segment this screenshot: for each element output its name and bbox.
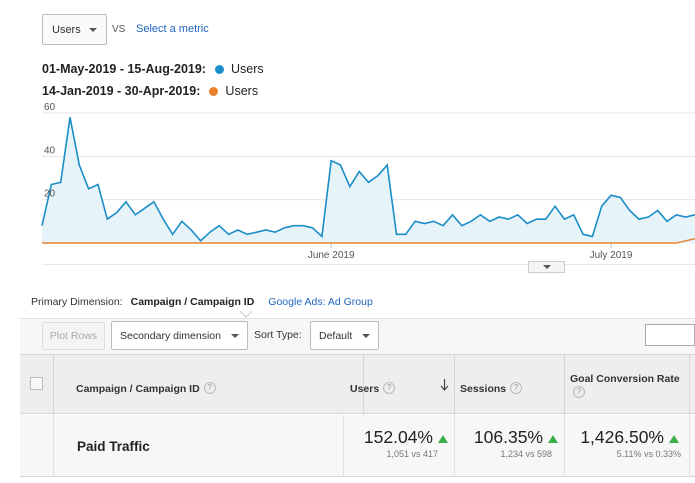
legend-metric: Users [230,62,264,76]
legend-row-current: 01-May-2019 - 15-Aug-2019: Users [42,62,264,76]
gcr-change-value: 1,426.50% [580,427,664,447]
primary-dimension-alt-link[interactable]: Google Ads: Ad Group [268,296,373,308]
up-arrow-icon [548,434,558,443]
header-campaign-label: Campaign / Campaign ID [76,383,200,395]
secondary-dimension-dropdown[interactable]: Secondary dimension [111,321,248,350]
row-campaign-cell: Paid Traffic [54,415,344,477]
legend-dot-icon [214,64,224,74]
chevron-down-icon [231,334,239,338]
series-line-current [41,117,695,242]
vs-label: VS [112,24,126,35]
select-metric-link[interactable]: Select a metric [136,23,209,35]
campaign-name[interactable]: Paid Traffic [77,439,150,454]
legend-row-previous: 14-Jan-2019 - 30-Apr-2019: Users [42,84,258,98]
sort-type-label: Sort Type: [254,329,302,341]
chart-area-layer [41,117,695,244]
primary-dimension-bar: Primary Dimension: Campaign / Campaign I… [31,296,373,308]
help-icon[interactable]: ? [383,381,396,394]
row-sessions-cell: 106.35% 1,234 vs 598 [455,415,565,477]
legend-date-range: 14-Jan-2019 - 30-Apr-2019: [42,84,201,98]
chevron-down-icon [543,265,551,269]
header-sessions-label: Sessions [460,383,507,395]
table-row[interactable]: Paid Traffic 152.04% 1,051 vs 417 106.35… [20,415,695,477]
plot-rows-button[interactable]: Plot Rows [42,322,105,350]
sort-type-value: Default [319,329,353,342]
row-gcr-cell: 1,426.50% 5.11% vs 0.33% [565,415,690,477]
header-users[interactable]: Users? [344,355,455,415]
chevron-down-icon [362,334,370,338]
x-tick-label: June 2019 [308,250,355,261]
table-search-input[interactable] [645,324,695,346]
y-tick-label: 40 [44,145,56,156]
primary-dimension-current[interactable]: Campaign / Campaign ID [130,296,255,308]
legend-metric: Users [225,84,259,98]
sort-descending-arrow-icon [440,379,449,391]
help-icon[interactable]: ? [510,381,523,394]
table-header: Campaign / Campaign ID? Users? Sessions?… [20,354,695,415]
primary-dimension-label: Primary Dimension: [31,296,123,308]
up-arrow-icon [438,434,448,443]
header-goal-conversion-rate[interactable]: Goal Conversion Rate ? [565,355,690,415]
users-compare: 1,051 vs 417 [386,449,438,459]
row-checkbox-cell [20,415,54,477]
chevron-down-icon [89,28,97,32]
users-change-value: 152.04% [363,427,433,447]
series-line-previous [42,238,695,244]
gcr-compare: 5.11% vs 0.33% [616,449,681,459]
row-users-cell: 152.04% 1,051 vs 417 [344,415,455,477]
metric-dropdown-value: Users [52,23,81,36]
y-tick-label: 20 [44,189,56,200]
selected-indicator-icon [240,311,252,318]
header-campaign[interactable]: Campaign / Campaign ID? [54,355,364,415]
sort-type-dropdown[interactable]: Default [310,321,379,350]
help-icon[interactable]: ? [203,381,216,394]
select-all-cell [20,355,54,415]
y-tick-label: 60 [44,102,56,113]
chart-collapse-toggle[interactable] [528,261,565,273]
select-all-checkbox[interactable] [30,377,43,390]
legend-dot-icon [209,86,219,96]
chart-axis-layer: 60 40 20 June 2019 July 2019 [44,102,633,261]
header-users-label: Users [350,383,380,395]
up-arrow-icon [669,434,679,443]
help-icon[interactable]: ? [573,386,585,398]
secondary-dimension-label: Secondary dimension [120,329,221,342]
header-gcr-label: Goal Conversion Rate [570,373,680,385]
sessions-compare: 1,234 vs 598 [500,449,552,459]
sessions-change-value: 106.35% [473,427,543,447]
legend-date-range: 01-May-2019 - 15-Aug-2019: [42,62,206,76]
header-sessions[interactable]: Sessions? [455,355,565,415]
metric-dropdown[interactable]: Users [42,14,107,45]
x-tick-label: July 2019 [590,250,633,261]
series-area-current [42,117,695,243]
users-line-chart: 60 40 20 June 2019 July 2019 [41,102,695,265]
